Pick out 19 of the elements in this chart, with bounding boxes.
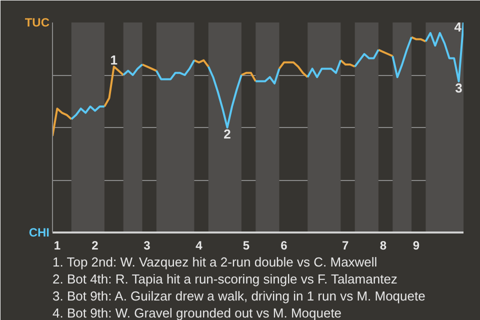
text: 4. Bot 9th: W. Gravel grounded out vs M. Moquete: [52, 306, 342, 320]
text: 2. Bot 4th: R. Tapia hit a run-scoring single vs F. Talamantez: [52, 272, 398, 286]
text: 3. Bot 9th: A. Guilzar drew a walk, driving in 1 run vs M. Moquete: [52, 288, 426, 304]
x-tick-label: 6: [280, 238, 288, 252]
x-tick-label: 2: [92, 238, 99, 252]
annotation: 1: [110, 52, 118, 68]
x-tick-label: 9: [412, 238, 420, 252]
text: TUC: [24, 16, 50, 30]
x-tick-label: 4: [196, 238, 203, 252]
annotation: 2: [224, 126, 231, 142]
x-tick-label: 1: [54, 238, 61, 252]
text: 1. Top 2nd: W. Vazquez hit a 2-run double vs C. Maxwell: [52, 254, 378, 270]
annotation: 4: [454, 20, 462, 34]
x-tick-label: 7: [342, 238, 350, 252]
x-tick-label: 5: [242, 238, 250, 252]
x-tick-label: 8: [380, 238, 387, 252]
annotation: 3: [455, 80, 462, 96]
text: CHI: [28, 226, 50, 240]
x-tick-label: 3: [144, 238, 151, 252]
